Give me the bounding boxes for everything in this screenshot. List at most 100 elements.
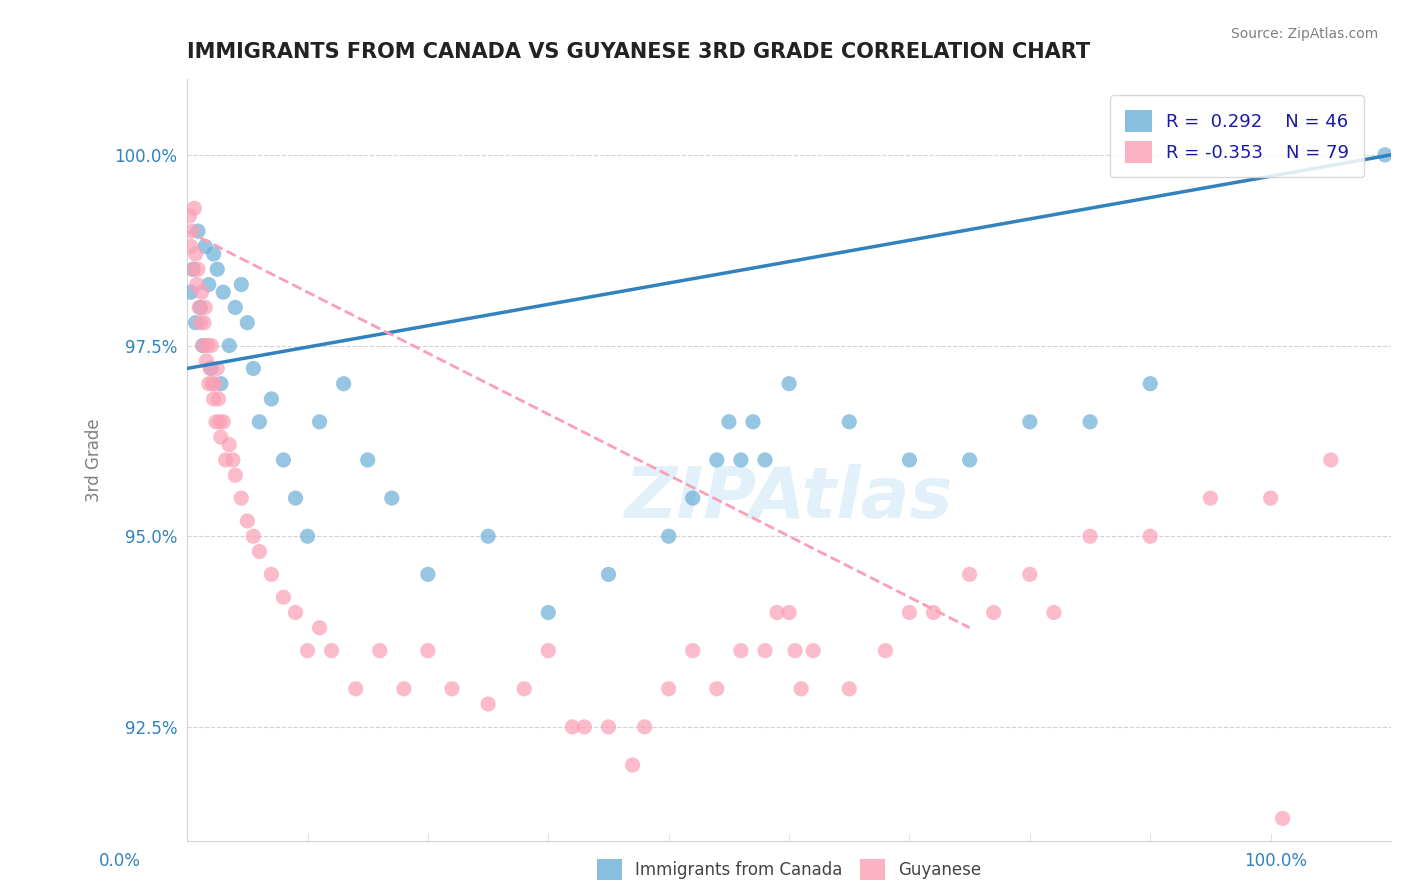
Point <box>181 224 204 238</box>
Point <box>184 247 207 261</box>
Point <box>537 643 560 657</box>
Point <box>191 338 214 352</box>
Point <box>790 681 813 696</box>
Point <box>193 316 215 330</box>
Point <box>561 720 583 734</box>
Point <box>197 338 219 352</box>
Point <box>222 453 245 467</box>
Point <box>598 567 620 582</box>
Point <box>214 453 236 467</box>
Point <box>706 681 728 696</box>
Point <box>754 643 776 657</box>
Point <box>1043 606 1066 620</box>
Text: 0.0%: 0.0% <box>98 852 141 870</box>
Point <box>682 491 704 505</box>
Point <box>247 415 270 429</box>
Point <box>190 316 212 330</box>
Point <box>513 681 536 696</box>
Point <box>198 376 221 391</box>
Point <box>983 606 1005 620</box>
Point <box>187 262 209 277</box>
Point <box>207 262 229 277</box>
Text: 100.0%: 100.0% <box>1244 852 1308 870</box>
Point <box>209 430 232 444</box>
Point <box>179 209 201 223</box>
Point <box>898 453 921 467</box>
Point <box>273 453 295 467</box>
Text: IMMIGRANTS FROM CANADA VS GUYANESE 3RD GRADE CORRELATION CHART: IMMIGRANTS FROM CANADA VS GUYANESE 3RD G… <box>187 42 1090 62</box>
Point <box>236 514 259 528</box>
Point <box>766 606 789 620</box>
Point <box>898 606 921 620</box>
Point <box>247 544 270 558</box>
Point <box>357 453 380 467</box>
Point <box>742 415 765 429</box>
Point <box>1139 376 1161 391</box>
Point <box>838 415 860 429</box>
Point <box>297 643 319 657</box>
Point <box>598 720 620 734</box>
Point <box>231 277 253 292</box>
Point <box>184 316 207 330</box>
Point <box>180 239 202 253</box>
Point <box>200 361 222 376</box>
Point <box>730 643 752 657</box>
Legend: R =  0.292    N = 46, R = -0.353    N = 79: R = 0.292 N = 46, R = -0.353 N = 79 <box>1111 95 1364 178</box>
Point <box>717 415 740 429</box>
Point <box>260 392 283 406</box>
Point <box>1078 529 1101 543</box>
Text: ZIPAtlas: ZIPAtlas <box>624 464 953 533</box>
Point <box>783 643 806 657</box>
Point <box>440 681 463 696</box>
Point <box>875 643 897 657</box>
Point <box>297 529 319 543</box>
Point <box>574 720 596 734</box>
Point <box>801 643 824 657</box>
Point <box>1078 415 1101 429</box>
Point <box>181 262 204 277</box>
Point <box>191 338 214 352</box>
Point <box>706 453 728 467</box>
Point <box>477 529 499 543</box>
Point <box>190 285 212 300</box>
Point <box>231 491 253 505</box>
Point <box>186 277 208 292</box>
Point <box>754 453 776 467</box>
Point <box>321 643 343 657</box>
Point <box>838 681 860 696</box>
Point <box>242 361 264 376</box>
Point <box>200 338 222 352</box>
Y-axis label: 3rd Grade: 3rd Grade <box>86 418 103 502</box>
Point <box>183 201 205 215</box>
Point <box>204 376 226 391</box>
Point <box>198 361 221 376</box>
Point <box>392 681 415 696</box>
Point <box>218 338 240 352</box>
Point <box>1260 491 1282 505</box>
Point <box>332 376 354 391</box>
Point <box>778 606 800 620</box>
Point <box>201 376 224 391</box>
Point <box>194 301 217 315</box>
Point <box>202 392 225 406</box>
Point <box>308 621 330 635</box>
Point <box>181 262 204 277</box>
Point <box>682 643 704 657</box>
Point <box>195 353 218 368</box>
Point <box>1320 453 1343 467</box>
Point <box>658 681 681 696</box>
Point <box>416 567 439 582</box>
Point <box>308 415 330 429</box>
Point <box>224 468 246 483</box>
Point <box>1018 567 1040 582</box>
Point <box>284 491 307 505</box>
Point <box>209 376 232 391</box>
Point <box>730 453 752 467</box>
Point <box>416 643 439 657</box>
Point <box>284 606 307 620</box>
Point <box>180 285 202 300</box>
Point <box>1199 491 1222 505</box>
Point <box>207 392 229 406</box>
Point <box>344 681 367 696</box>
Point <box>658 529 681 543</box>
